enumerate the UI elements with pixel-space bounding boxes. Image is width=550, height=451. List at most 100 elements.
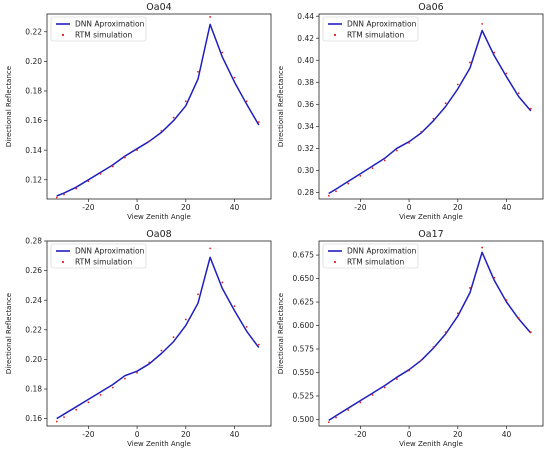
- y-tick-label: 0.16: [25, 414, 42, 423]
- legend-box: [322, 243, 419, 269]
- data-point-rtm-simulation: [432, 346, 435, 349]
- data-point-rtm-simulation: [517, 317, 520, 319]
- y-tick-label: 0.44: [297, 12, 314, 21]
- y-tick-label: 0.525: [293, 392, 315, 401]
- y-tick-label: 0.14: [25, 146, 42, 155]
- y-axis-label: Directional Reflectance: [5, 293, 13, 374]
- data-point-rtm-simulation: [245, 325, 248, 328]
- data-point-rtm-simulation: [257, 343, 260, 346]
- data-point-rtm-simulation: [396, 378, 398, 380]
- legend-box: [50, 243, 147, 269]
- y-axis-label: Directional Reflectance: [277, 66, 285, 147]
- data-point-rtm-simulation: [327, 421, 330, 424]
- data-point-rtm-simulation: [233, 76, 236, 79]
- subplot-oa04: Oa04 -20 0 20 40 0.12 0.14 0.16 0.18 0.20 0.22 View…: [5, 2, 272, 221]
- y-tick-label: 0.24: [25, 296, 42, 305]
- y-tick-label: 0.12: [25, 175, 42, 184]
- y-tick-label: 0.550: [293, 368, 315, 377]
- data-point-rtm-simulation: [371, 167, 374, 170]
- data-point-rtm-simulation: [209, 247, 212, 250]
- data-point-rtm-simulation: [456, 83, 459, 86]
- axes-frame: [46, 13, 272, 200]
- data-point-rtm-simulation: [245, 100, 248, 103]
- data-point-rtm-simulation: [124, 156, 126, 159]
- data-point-rtm-simulation: [469, 287, 471, 289]
- y-tick-label: 0.675: [293, 251, 315, 260]
- data-point-rtm-simulation: [481, 23, 484, 25]
- subplot-title: Oa17: [418, 229, 443, 240]
- legend: DNN Aproximation RTM simulation: [322, 243, 419, 269]
- x-tick-label: 20: [181, 203, 191, 212]
- x-tick-label: 40: [502, 430, 512, 439]
- x-tick-label: -20: [82, 430, 94, 439]
- legend-swatch-rtm: [333, 260, 337, 264]
- data-point-rtm-simulation: [221, 281, 224, 284]
- series-line-dnn-aproximation: [56, 23, 260, 197]
- y-tick-label: 0.575: [293, 345, 315, 354]
- data-point-rtm-simulation: [136, 371, 138, 374]
- y-tick-label: 0.20: [25, 355, 42, 364]
- legend: DNN Aproximation RTM simulation: [322, 16, 419, 42]
- legend-label-dnn: DNN Aproximation: [347, 247, 417, 256]
- y-tick-label: 0.22: [25, 325, 42, 334]
- x-tick-label: -20: [354, 430, 366, 439]
- legend: DNN Aproximation RTM simulation: [50, 243, 147, 269]
- data-point-rtm-simulation: [55, 196, 58, 199]
- x-tick-label: 40: [230, 430, 240, 439]
- subplot-title: Oa08: [146, 229, 171, 240]
- subplot-oa08: Oa08 -20 0 20 40 0.16 0.18 0.20 0.22 0.24 0.26 0.28…: [5, 229, 272, 448]
- y-tick-label: 0.18: [25, 87, 42, 96]
- x-tick-label: 20: [453, 430, 463, 439]
- data-point-rtm-simulation: [75, 408, 78, 411]
- data-point-rtm-simulation: [221, 51, 224, 54]
- data-point-rtm-simulation: [75, 187, 78, 190]
- legend-swatch-rtm: [61, 260, 65, 264]
- y-tick-label: 0.26: [25, 266, 42, 275]
- data-point-rtm-simulation: [383, 159, 386, 162]
- data-point-rtm-simulation: [233, 305, 236, 308]
- y-tick-label: 0.600: [293, 321, 315, 330]
- data-point-rtm-simulation: [456, 312, 459, 315]
- axes-frame: [318, 240, 544, 427]
- data-point-rtm-simulation: [327, 194, 330, 197]
- x-tick-label: 0: [135, 430, 140, 439]
- data-point-rtm-simulation: [87, 180, 90, 183]
- y-tick-label: 0.36: [297, 100, 314, 109]
- series-line-dnn-aproximation: [56, 256, 260, 420]
- data-point-rtm-simulation: [197, 70, 199, 73]
- y-tick-label: 0.20: [25, 57, 42, 66]
- data-point-rtm-simulation: [493, 51, 496, 54]
- legend-swatch-rtm: [333, 33, 337, 37]
- data-point-rtm-simulation: [99, 394, 102, 396]
- y-tick-label: 0.22: [25, 27, 42, 36]
- data-point-rtm-simulation: [111, 386, 114, 389]
- x-tick-label: 20: [181, 430, 191, 439]
- y-tick-label: 0.18: [25, 385, 42, 394]
- data-point-rtm-simulation: [444, 102, 447, 105]
- data-point-rtm-simulation: [111, 165, 114, 168]
- data-point-rtm-simulation: [493, 276, 496, 279]
- data-point-rtm-simulation: [148, 140, 151, 143]
- legend-label-dnn: DNN Aproximation: [75, 247, 145, 256]
- y-tick-label: 0.650: [293, 274, 315, 283]
- x-axis-label: View Zenith Angle: [127, 213, 191, 221]
- data-point-rtm-simulation: [505, 72, 508, 75]
- x-axis-label: View Zenith Angle: [127, 440, 191, 448]
- y-tick-label: 0.38: [297, 78, 314, 87]
- x-tick-label: 0: [407, 430, 412, 439]
- y-tick-label: 0.625: [293, 298, 315, 307]
- x-axis-label: View Zenith Angle: [399, 213, 463, 221]
- data-point-rtm-simulation: [444, 331, 447, 333]
- series-line-dnn-aproximation: [328, 251, 532, 422]
- y-tick-label: 0.32: [297, 144, 314, 153]
- x-tick-label: 0: [407, 203, 412, 212]
- y-tick-label: 0.16: [25, 116, 42, 125]
- data-point-rtm-simulation: [481, 246, 484, 249]
- data-point-rtm-simulation: [160, 349, 163, 352]
- y-axis-label: Directional Reflectance: [277, 293, 285, 374]
- subplot-title: Oa06: [418, 2, 443, 13]
- data-point-rtm-simulation: [347, 409, 350, 411]
- data-point-rtm-simulation: [197, 293, 199, 296]
- y-tick-label: 0.30: [297, 166, 314, 175]
- legend-label-rtm: RTM simulation: [75, 258, 132, 267]
